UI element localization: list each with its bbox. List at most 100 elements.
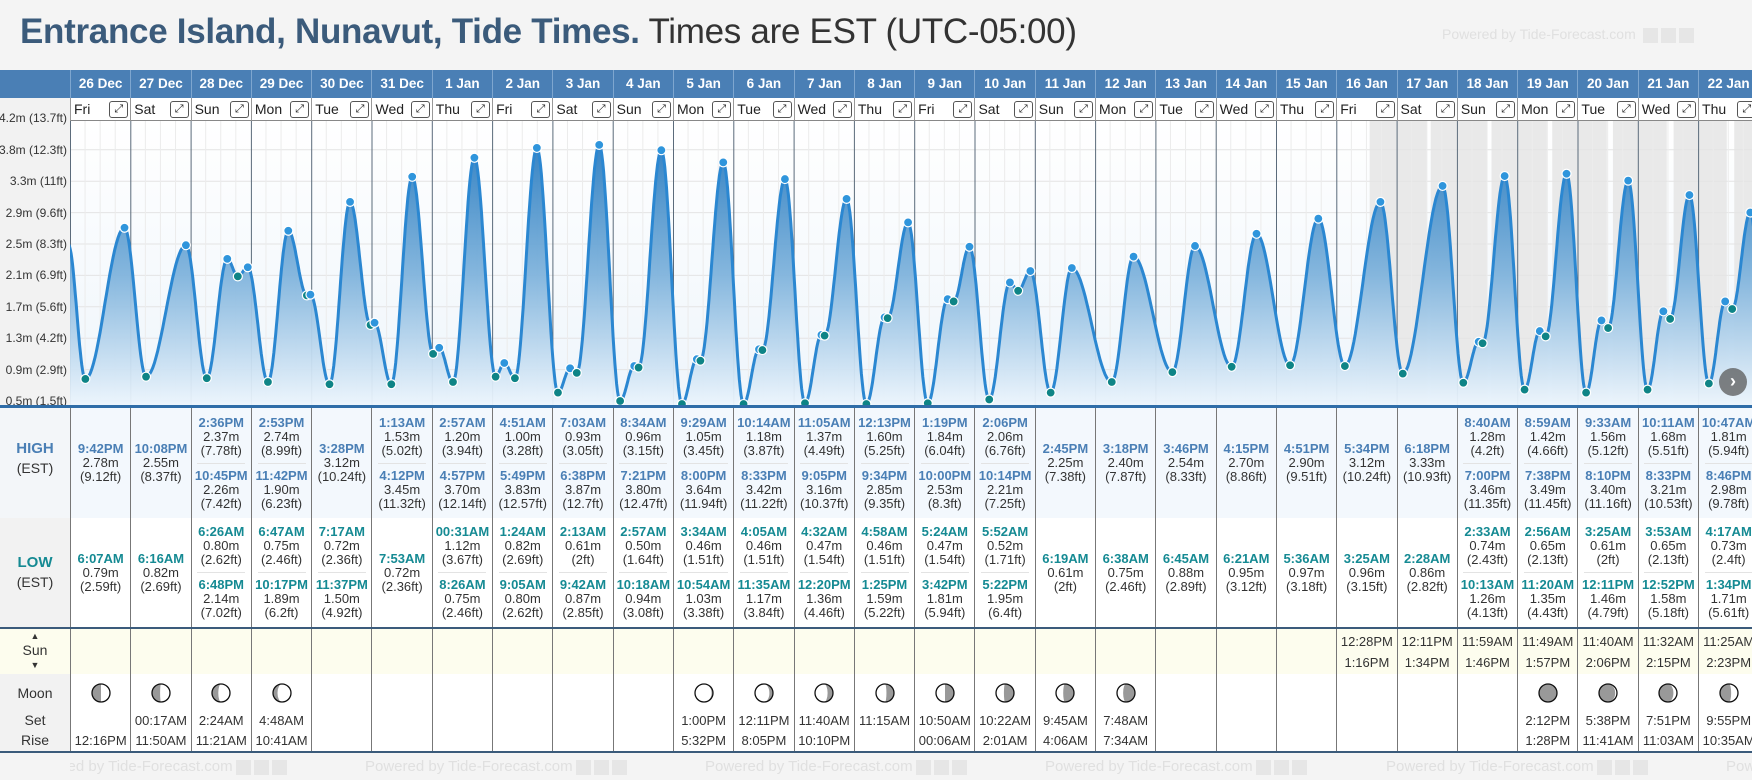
high-tide-cell: 9:42PM 2.78m (9.12ft) [70,408,130,518]
sun-cell: 11:40AM 2:06PM [1577,629,1637,674]
low-tide-height-ft: (4.13ft) [1466,605,1509,620]
sun-cell [793,629,854,674]
low-tide-point [447,376,459,388]
low-label: LOW [17,554,53,571]
expand-day-icon[interactable]: ⤢ [1737,100,1752,118]
low-tide-height-ft: (2.13ft) [1647,552,1689,567]
low-tide-cell: 4:32AM 0.47m (1.54ft) 12:20PM 1.36m (4.46ft) [793,518,854,627]
sun-cell [853,629,914,674]
watermark-text: Powered by Tide-Forecast.com [1442,26,1636,42]
sunset-time: 1:57PM [1525,655,1571,670]
low-tide-point [1106,376,1117,388]
high-tide-cell: 2:57AM 1.20m (3.94ft) 4:57PM 3.70m (12.14ft) [431,408,492,518]
expand-day-icon[interactable]: ⤢ [1435,100,1455,118]
expand-day-icon[interactable]: ⤢ [1074,100,1094,118]
moon-phase-icon [211,683,231,703]
high-tide-height-ft: (9.12ft) [80,469,122,484]
moon-cell: 9:45AM 4:06AM [1034,674,1095,752]
expand-day-icon[interactable]: ⤢ [1194,100,1214,118]
high-tide-height-ft: (10.37ft) [800,495,849,511]
low-tide-entry: 6:47AM 0.75m (2.46ft) [258,525,304,567]
expand-day-icon[interactable]: ⤢ [1556,100,1576,118]
high-tide-entry: 10:11AM 1.68m (5.51ft) [1642,415,1695,458]
low-tide-entry: 5:22PM 1.95m (6.4ft) [981,572,1030,620]
expand-day-icon[interactable]: ⤢ [410,100,430,118]
expand-day-icon[interactable]: ⤢ [832,100,852,118]
expand-day-icon[interactable]: ⤢ [712,100,732,118]
expand-day-icon[interactable]: ⤢ [1496,100,1516,118]
expand-day-icon[interactable]: ⤢ [1315,100,1335,118]
moon-cell: 1:00PM 5:32PM [672,674,733,752]
expand-day-icon[interactable]: ⤢ [1375,100,1395,118]
high-tide-time: 6:18PM [1404,441,1450,456]
low-tide-point [262,376,274,388]
sun-cell [914,629,974,674]
high-tide-point [469,152,480,163]
moon-outline [693,683,714,703]
expand-day-icon[interactable]: ⤢ [169,100,189,118]
moonrise-time: 7:34AM [1103,733,1149,748]
sunrise-time: 11:49AM [1522,634,1574,649]
date-header: 10 Jan [974,70,1034,98]
sunset-time: 1:46PM [1465,655,1510,670]
expand-day-icon[interactable]: ⤢ [109,100,129,118]
high-tide-height-m: 3.45m [384,481,421,497]
low-tide-point [490,371,501,382]
moon-shadow [763,684,773,702]
low-tide-point [571,367,582,378]
expand-day-icon[interactable]: ⤢ [1677,100,1697,118]
moonset-time: 12:11PM [738,713,790,728]
high-tide-height-m: 3.49m [1529,481,1566,497]
low-tide-point [1226,361,1237,372]
low-tide-point [1013,285,1024,296]
moon-shadow [91,684,101,702]
expand-day-icon[interactable]: ⤢ [350,100,370,118]
high-tide-time: 2:57AM [439,414,486,430]
tide-logo-icon [1642,27,1658,43]
low-tide-point [1665,313,1676,325]
weekday-cell: Mon ⤢ [672,98,734,121]
moon-cell: 2:12PM 1:28PM [1517,674,1577,752]
sunset-time: 2:23PM [1706,655,1752,670]
expand-day-icon[interactable]: ⤢ [953,100,973,118]
high-tide-height-ft: (3.05ft) [562,442,604,458]
expand-day-icon[interactable]: ⤢ [1013,100,1033,118]
expand-day-icon[interactable]: ⤢ [1134,100,1154,118]
sun-cell [974,629,1034,674]
expand-day-icon[interactable]: ⤢ [772,100,792,118]
expand-day-icon[interactable]: ⤢ [290,100,310,118]
weekday-label: Sun [1460,101,1486,117]
low-tide-entry: 12:52PM 1.58m (5.18ft) [1642,572,1695,620]
high-tide-height-m: 1.37m [806,428,843,444]
high-tide-cell: 12:13PM 1.60m (5.25ft) 9:34PM 2.85m (9.35ft) [853,408,914,518]
weekday-cell: Sun ⤢ [190,98,251,121]
weekday-label: Tue [1581,101,1606,117]
weekday-label: Thu [435,101,460,117]
expand-day-icon[interactable]: ⤢ [229,100,249,118]
date-header: 31 Dec [371,70,431,98]
high-tide-entry: 11:05AM 1.37m (4.49ft) [798,415,851,458]
next-page-button[interactable]: › [1719,368,1747,396]
high-tide-point [1745,207,1752,218]
expand-day-icon[interactable]: ⤢ [651,100,671,118]
low-tide-time: 12:11PM [1582,577,1635,592]
high-tide-cell: 4:15PM 2.70m (8.86ft) [1215,408,1276,518]
arrow-logo-icon [933,759,949,775]
date-header: 22 Jan [1698,70,1752,98]
high-tide-entry: 9:42PM 2.78m (9.12ft) [78,442,124,484]
moonrise-label: Rise [20,732,49,748]
expand-day-icon[interactable]: ⤢ [591,100,611,118]
moon-outline [211,683,231,703]
moonrise-time: 11:03AM [1642,733,1694,748]
low-tide-cell: 3:34AM 0.46m (1.51ft) 10:54AM 1.03m (3.38ft) [672,518,733,627]
high-tide-time: 4:57PM [439,467,486,483]
expand-day-icon[interactable]: ⤢ [1254,100,1274,118]
expand-day-icon[interactable]: ⤢ [531,100,551,118]
expand-day-icon[interactable]: ⤢ [471,100,491,118]
expand-day-icon[interactable]: ⤢ [1616,100,1636,118]
low-tide-time: 6:47AM [258,524,305,539]
low-tide-time: 3:25AM [1343,550,1390,566]
moon-phase-icon [151,683,171,703]
sun-cell [612,629,673,674]
expand-day-icon[interactable]: ⤢ [893,100,913,118]
